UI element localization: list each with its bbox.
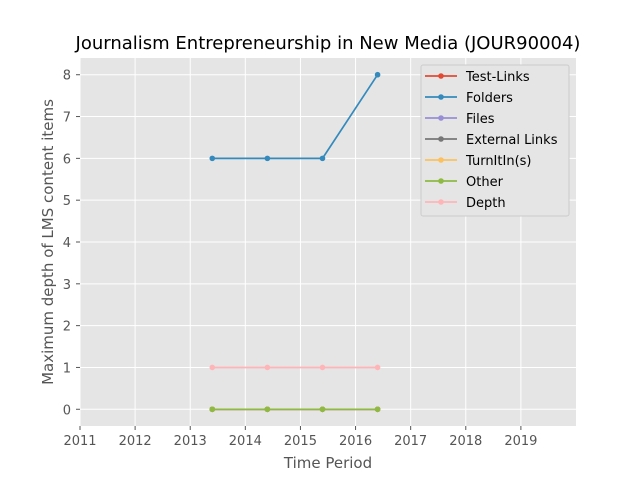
legend-swatch-marker: [438, 178, 444, 184]
data-point: [319, 364, 326, 371]
x-tick-label: 2014: [229, 434, 262, 449]
legend-swatch-marker: [438, 94, 444, 100]
x-tick-label: 2018: [449, 434, 482, 449]
data-point: [209, 406, 216, 413]
legend-label: Folders: [466, 91, 513, 106]
legend-swatch-marker: [438, 115, 444, 121]
y-tick-label: 7: [63, 111, 71, 126]
y-tick-label: 5: [63, 194, 71, 209]
legend-box: [420, 64, 570, 217]
y-tick-label: 6: [63, 152, 71, 167]
x-tick-label: 2015: [284, 434, 317, 449]
legend-swatch-marker: [438, 199, 444, 205]
series-line: [212, 74, 379, 160]
y-tick-label: 8: [63, 69, 71, 84]
legend-swatch-marker: [438, 157, 444, 163]
data-point: [374, 406, 381, 413]
data-point: [374, 364, 381, 371]
y-tick-label: 0: [63, 403, 71, 418]
legend-label: External Links: [466, 133, 558, 148]
x-tick-label: 2013: [174, 434, 207, 449]
y-tick-label: 3: [63, 278, 71, 293]
series-depth: [209, 364, 381, 371]
legend-swatch-marker: [438, 73, 444, 79]
legend-label: Files: [466, 112, 495, 127]
x-tick-label: 2017: [394, 434, 427, 449]
legend-label: Test-Links: [465, 70, 530, 85]
data-point: [264, 364, 271, 371]
series-folders: [209, 71, 381, 162]
series-other: [209, 406, 381, 413]
series-group: [209, 71, 381, 413]
data-point: [264, 155, 271, 162]
x-axis-label: Time Period: [283, 454, 372, 472]
data-point: [374, 71, 381, 78]
y-axis-label: Maximum depth of LMS content items: [39, 99, 57, 385]
x-axis-ticks: 2011 2012 2013 2014 2015 2016 2017 2018 2019: [63, 426, 537, 449]
data-point: [209, 364, 216, 371]
data-point: [319, 155, 326, 162]
legend-label: Other: [466, 175, 504, 190]
legend-label: Depth: [466, 196, 506, 211]
chart-title: Journalism Entrepreneurship in New Media…: [75, 33, 581, 54]
x-tick-label: 2012: [119, 434, 152, 449]
y-tick-label: 2: [63, 320, 71, 335]
data-point: [209, 155, 216, 162]
data-point: [264, 406, 271, 413]
legend-label: TurnItIn(s): [465, 154, 531, 169]
legend-swatch-marker: [438, 136, 444, 142]
y-axis-ticks: 0 1 2 3 4 5 6 7 8: [63, 69, 80, 418]
y-tick-label: 4: [63, 236, 71, 251]
x-tick-label: 2016: [339, 434, 372, 449]
data-point: [319, 406, 326, 413]
legend: Test-Links Folders Files External Links Turn…: [420, 64, 570, 217]
y-tick-label: 1: [63, 361, 71, 376]
x-tick-label: 2019: [504, 434, 537, 449]
x-tick-label: 2011: [63, 434, 96, 449]
